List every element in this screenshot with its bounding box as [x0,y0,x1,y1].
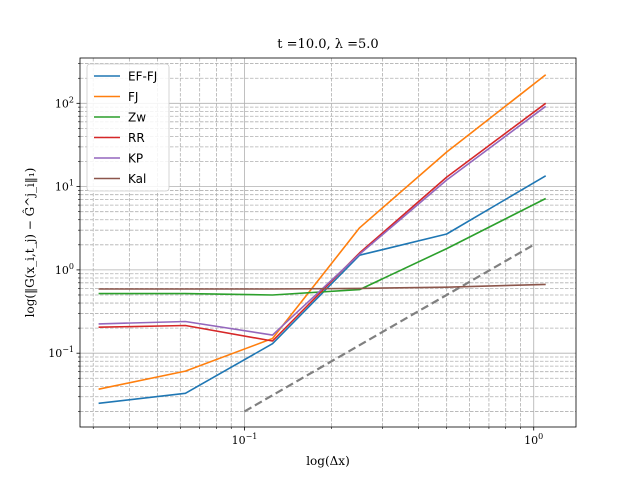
series-line-fj [98,74,547,390]
x-axis-label: log(Δx) [306,454,350,468]
x-tick-label: 10−1 [232,432,258,447]
series-line-kal [98,283,546,290]
series-group [98,74,547,405]
reference-line-group [243,243,535,413]
series-line-kp [98,105,547,336]
legend-label: RR [128,131,145,145]
grid [80,58,576,427]
legend-label: Kal [128,172,146,186]
series-line-rr [98,102,547,342]
y-tick-label: 101 [55,179,74,194]
chart-title: t =10.0, λ =5.0 [277,37,378,52]
y-tick-label: 102 [55,95,74,110]
legend-label: Zw [128,111,146,125]
reference-slope-line [243,243,535,413]
legend-label: FJ [128,90,138,104]
series-line-ef-fj [98,175,547,405]
series-line-zw [98,197,547,296]
ticks: 10−1 100 10−1 100 101 102 [48,63,543,447]
y-tick-label: 10−1 [48,345,74,360]
y-tick-label: 100 [55,262,74,277]
legend: EF-FJ FJ Zw RR KP Kal [86,63,170,192]
x-tick-label: 100 [524,432,543,447]
axes-frame [79,57,577,428]
legend-label: KP [128,152,143,166]
y-axis-label: log(‖G(x_i,t_j) − Ĝ^j_i‖₁) [21,168,37,318]
legend-label: EF-FJ [128,70,157,84]
